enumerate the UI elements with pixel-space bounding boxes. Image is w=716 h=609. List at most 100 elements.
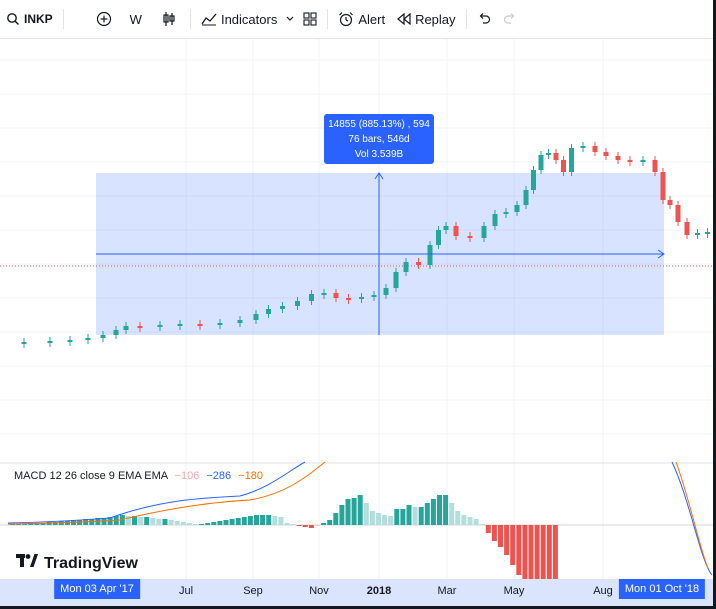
- grid-icon: [303, 12, 317, 26]
- macd-bar: [376, 513, 381, 525]
- macd-bar: [363, 503, 369, 525]
- candle-body: [371, 295, 377, 297]
- time-axis-label: Aug: [593, 585, 613, 597]
- macd-signal-value: −180: [238, 470, 263, 482]
- time-axis-label: May: [503, 585, 525, 597]
- candle-body: [403, 262, 409, 272]
- candle-body: [197, 324, 203, 326]
- candle-body: [684, 222, 690, 235]
- macd-bar: [406, 505, 412, 525]
- candle-body: [47, 341, 53, 343]
- candle-body: [383, 288, 389, 295]
- macd-bar: [284, 523, 290, 525]
- macd-bar: [186, 523, 192, 525]
- macd-bar: [217, 521, 223, 525]
- symbol-search-button[interactable]: INKP: [0, 0, 59, 38]
- time-axis-label: Jul: [178, 585, 194, 597]
- macd-bar: [461, 515, 467, 525]
- candle-body: [523, 190, 529, 205]
- indicators-dropdown-button[interactable]: [283, 0, 297, 38]
- candle-body: [453, 226, 459, 236]
- candle-body: [538, 155, 544, 170]
- candle-body: [427, 245, 433, 265]
- macd-bar: [22, 524, 28, 525]
- candle-body: [295, 301, 300, 306]
- candle-body: [333, 293, 339, 298]
- macd-bar: [260, 515, 266, 525]
- macd-legend[interactable]: MACD 12 26 close 9 EMA EMA −106 −286 −18…: [14, 470, 263, 482]
- divider: [465, 9, 467, 29]
- interval-button[interactable]: W: [124, 0, 148, 38]
- macd-bar: [412, 507, 418, 525]
- chevron-down-icon: [285, 15, 295, 23]
- macd-bar: [516, 525, 522, 575]
- top-toolbar: INKP W Indicators: [0, 0, 713, 39]
- time-axis[interactable]: Mon 03 Apr '17 Jul Sep Nov 2018 Mar May …: [0, 579, 713, 606]
- macd-name: MACD: [14, 470, 47, 482]
- macd-bar: [180, 522, 186, 525]
- macd-bar: [546, 525, 552, 579]
- macd-bar: [504, 525, 510, 555]
- measure-bars: 76 bars, 546d: [348, 134, 410, 145]
- macd-bar: [119, 515, 125, 525]
- redo-button[interactable]: [497, 0, 523, 38]
- candle-body: [217, 323, 223, 325]
- macd-bar: [302, 525, 308, 527]
- macd-bar: [64, 521, 70, 525]
- candle-body: [531, 170, 536, 190]
- macd-line-value: −286: [206, 470, 232, 482]
- candle-body: [561, 160, 566, 172]
- candle-body: [503, 212, 509, 214]
- macd-bar: [437, 495, 442, 525]
- plus-circle-icon: [96, 11, 112, 27]
- candle-body: [67, 340, 73, 342]
- undo-button[interactable]: [471, 0, 497, 38]
- macd-bar: [400, 509, 406, 525]
- macd-bar: [388, 516, 394, 525]
- price-candles: [21, 142, 710, 348]
- time-axis-label: Nov: [309, 585, 329, 597]
- candle-body: [546, 153, 551, 155]
- redo-icon: [503, 13, 517, 25]
- candle-body: [436, 230, 441, 245]
- candle-body: [416, 262, 421, 265]
- compare-button[interactable]: [90, 0, 118, 38]
- chart-type-button[interactable]: [156, 0, 182, 38]
- macd-bar: [266, 515, 272, 525]
- macd-bar: [491, 525, 497, 541]
- templates-button[interactable]: [297, 0, 323, 38]
- time-axis-label: Mar: [437, 585, 457, 597]
- candle-body: [100, 335, 106, 338]
- candle-body: [553, 153, 559, 160]
- macd-bar: [315, 525, 320, 526]
- alert-button[interactable]: Alert: [332, 0, 391, 38]
- candle-body: [85, 338, 91, 340]
- candle-body: [580, 146, 586, 148]
- measure-tooltip: 14855 (885.13%) , 594 76 bars, 546d Vol …: [324, 114, 434, 164]
- time-axis-start-highlight: Mon 03 Apr '17: [54, 579, 140, 599]
- replay-button[interactable]: Replay: [391, 0, 461, 38]
- candle-body: [177, 324, 183, 326]
- candle-body: [603, 152, 609, 156]
- alarm-clock-icon: [338, 11, 354, 27]
- macd-bar: [162, 519, 168, 525]
- candle-body: [569, 148, 574, 172]
- indicators-button[interactable]: Indicators: [195, 0, 283, 38]
- macd-bar: [430, 499, 436, 525]
- macd-bar: [424, 503, 430, 525]
- macd-bar: [16, 524, 22, 525]
- macd-bar: [235, 518, 241, 525]
- macd-bar: [168, 520, 174, 525]
- macd-bar: [327, 520, 333, 525]
- candle-body: [346, 298, 351, 300]
- tradingview-logo[interactable]: TradingView: [16, 554, 138, 573]
- macd-bar: [345, 499, 351, 525]
- macd-bar: [321, 523, 327, 525]
- candle-body: [481, 226, 487, 238]
- interval-label: W: [129, 11, 142, 27]
- macd-bar: [193, 524, 198, 525]
- candle-body: [137, 326, 143, 328]
- candles-icon: [162, 11, 176, 27]
- macd-bar: [296, 525, 302, 526]
